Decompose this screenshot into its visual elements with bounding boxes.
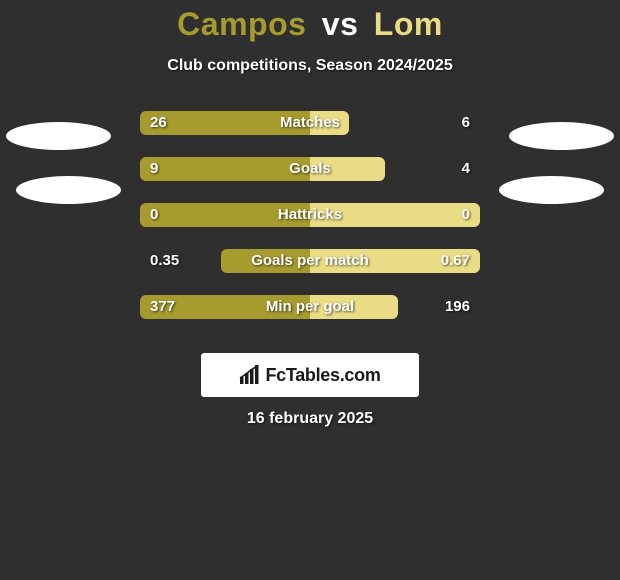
logo-box: FcTables.com xyxy=(201,353,419,397)
stat-row: 00Hattricks xyxy=(0,203,620,227)
stat-label: Hattricks xyxy=(140,203,480,227)
stat-label: Goals xyxy=(140,157,480,181)
title-vs: vs xyxy=(322,6,359,42)
stat-row: 94Goals xyxy=(0,157,620,181)
stat-row: 377196Min per goal xyxy=(0,295,620,319)
subtitle: Club competitions, Season 2024/2025 xyxy=(0,57,620,75)
date-label: 16 february 2025 xyxy=(0,410,620,428)
logo-text: FcTables.com xyxy=(265,365,380,386)
title-player2: Lom xyxy=(374,6,443,42)
page-title: Campos vs Lom xyxy=(0,0,620,43)
stat-label: Matches xyxy=(140,111,480,135)
title-player1: Campos xyxy=(177,6,306,42)
bar-chart-icon xyxy=(239,365,261,385)
stat-row: 266Matches xyxy=(0,111,620,135)
stat-label: Min per goal xyxy=(140,295,480,319)
comparison-chart: 266Matches 94Goals 00Hattricks 0.350.67Goal… xyxy=(0,111,620,319)
stat-row: 0.350.67Goals per match xyxy=(0,249,620,273)
stat-label: Goals per match xyxy=(140,249,480,273)
